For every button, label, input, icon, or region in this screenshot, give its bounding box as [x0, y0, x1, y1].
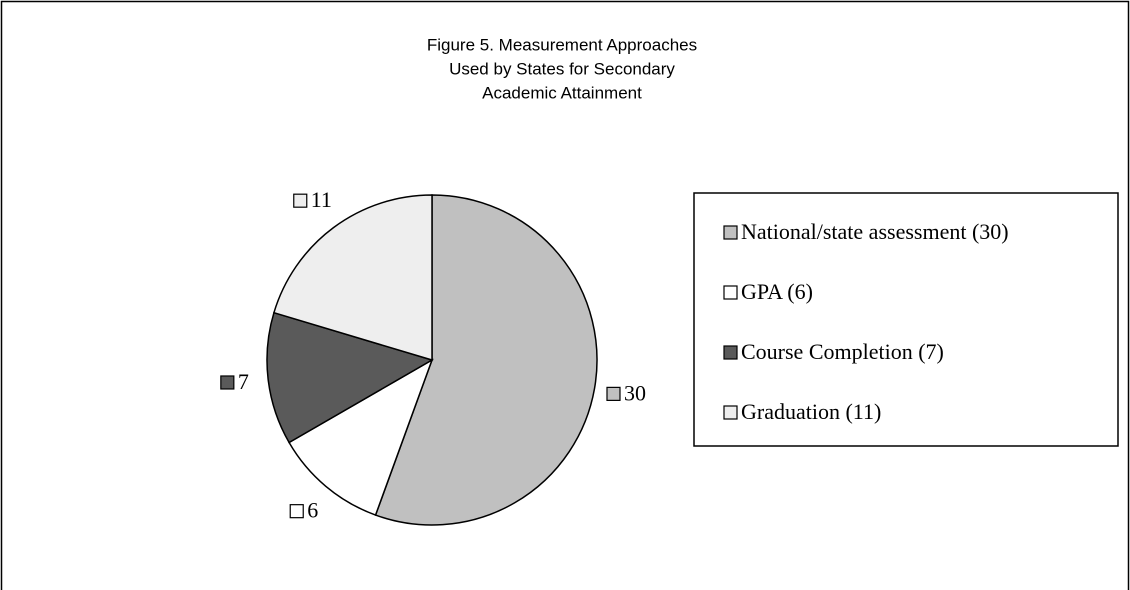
legend-label: Course Completion (7)	[741, 339, 944, 364]
legend-swatch	[723, 285, 738, 300]
chart-title: Used by States for Secondary	[449, 59, 675, 78]
chart-title: Academic Attainment	[482, 83, 642, 102]
legend-swatch	[723, 225, 738, 240]
pie-slice	[374, 194, 598, 526]
data-label: 6	[307, 498, 318, 523]
chart-title: Figure 5. Measurement Approaches	[427, 35, 697, 54]
pie-slice	[272, 194, 433, 362]
pie-slice	[266, 311, 434, 444]
legend-swatch	[723, 405, 738, 420]
legend-swatch	[723, 345, 738, 360]
legend-label: National/state assessment (30)	[741, 219, 1009, 244]
legend-box	[693, 192, 1119, 447]
legend-label: GPA (6)	[741, 279, 813, 304]
label-swatch	[293, 193, 308, 208]
data-label: 30	[624, 380, 646, 405]
label-swatch	[289, 504, 304, 519]
legend-label: Graduation (11)	[741, 399, 881, 424]
pie-slice	[288, 358, 434, 517]
label-swatch	[606, 386, 621, 401]
data-label: 7	[238, 369, 249, 394]
label-swatch	[220, 375, 235, 390]
data-label: 11	[311, 187, 332, 212]
